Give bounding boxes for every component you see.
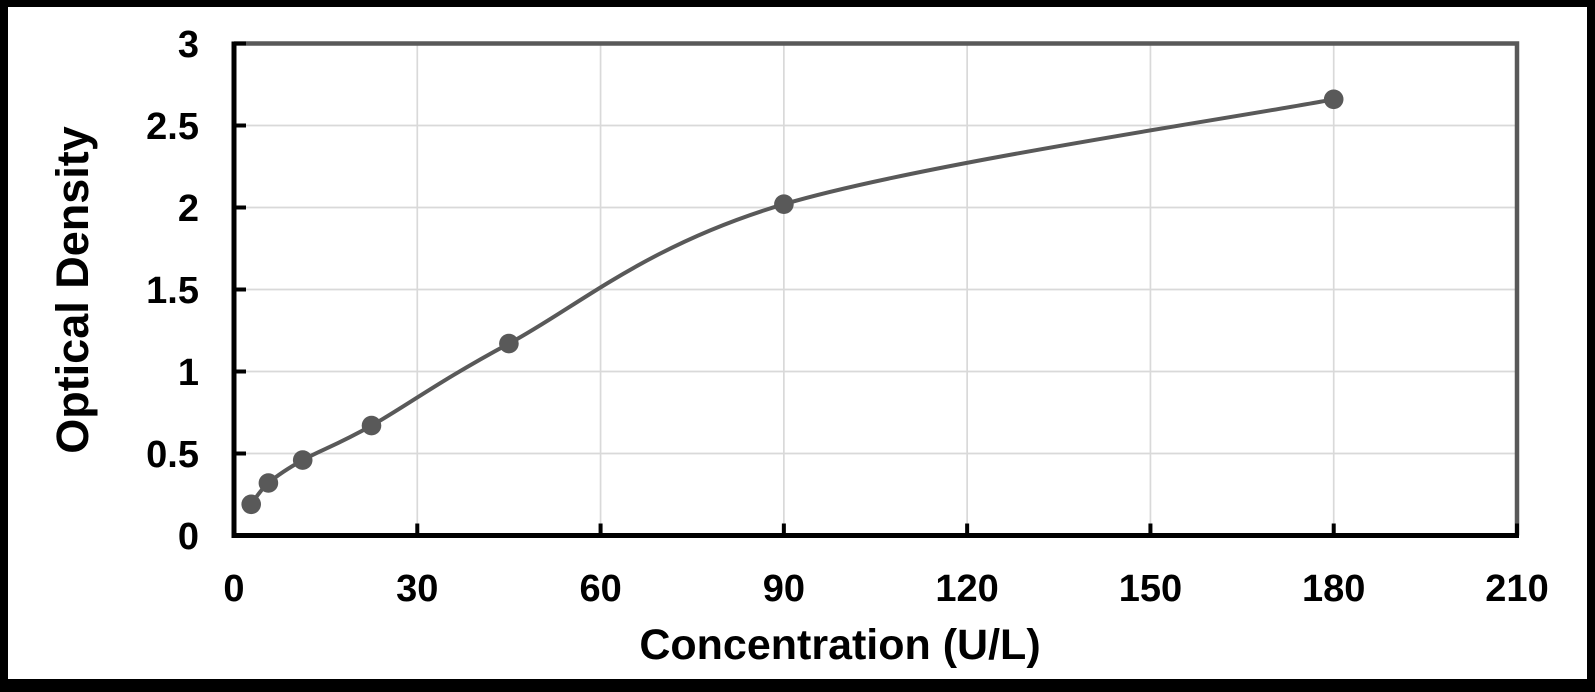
axes: [231, 41, 1519, 538]
y-tick-label: 0: [178, 516, 199, 558]
x-tick-label: 150: [1119, 568, 1182, 610]
trend-curve: [249, 97, 1336, 507]
x-tick-label: 90: [763, 568, 805, 610]
plot-border-line: [234, 41, 1520, 536]
gridlines: [234, 43, 1517, 536]
tick-labels: 0 30 60 90 120 150 180 210 0 0.5 1 1.5 2 2.5 3: [146, 24, 1549, 610]
y-tick-label: 2: [178, 188, 199, 230]
data-point-marker: [241, 494, 261, 515]
data-series: [241, 89, 1344, 515]
data-point-marker: [1323, 89, 1344, 110]
y-tick-label: 1.5: [146, 270, 199, 312]
plot-area-border: [234, 41, 1520, 536]
y-tick-label: 0.5: [146, 434, 199, 476]
data-point-marker: [292, 450, 313, 470]
data-point-marker: [361, 415, 382, 436]
x-tick-label: 210: [1485, 568, 1548, 610]
y-tick-label: 1: [178, 352, 199, 394]
x-tick-label: 60: [579, 568, 621, 610]
chart-background: [8, 7, 1587, 679]
x-tick-label: 30: [396, 568, 438, 610]
data-point-marker: [258, 473, 279, 493]
data-point-marker: [774, 194, 794, 214]
x-tick-label: 120: [935, 568, 998, 610]
x-tick-label: 0: [223, 568, 244, 610]
y-axis-title: Optical Density: [47, 126, 98, 454]
data-point-marker: [499, 333, 519, 354]
x-axis-title: Concentration (U/L): [639, 621, 1040, 669]
y-tick-label: 3: [178, 24, 199, 66]
y-tick-label: 2.5: [146, 106, 199, 148]
x-tick-label: 180: [1302, 568, 1365, 610]
